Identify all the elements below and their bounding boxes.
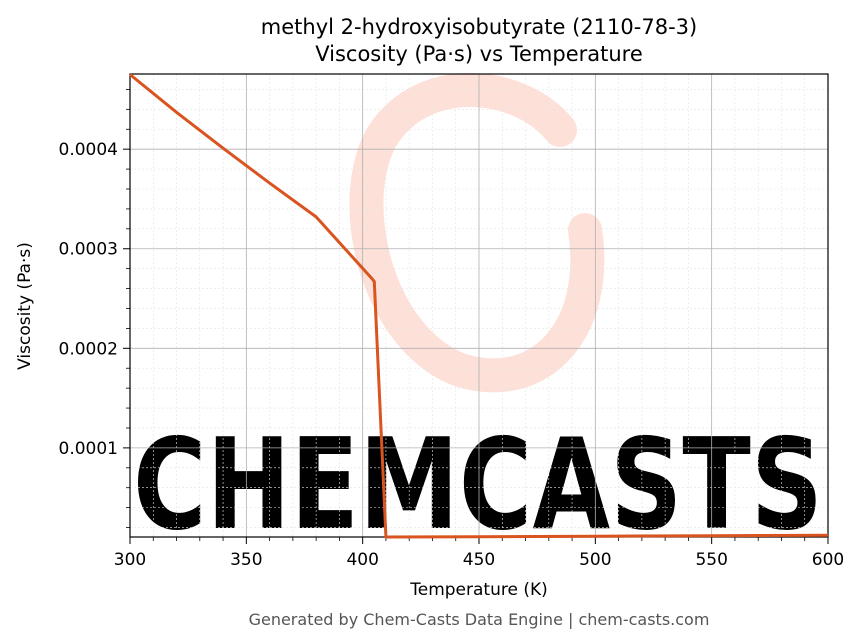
y-tick-label: 0.0001 xyxy=(59,439,118,459)
x-tick-label: 450 xyxy=(463,550,495,570)
grid xyxy=(129,74,829,537)
x-tick-label: 500 xyxy=(579,550,611,570)
footer-credit: Generated by Chem-Casts Data Engine | ch… xyxy=(249,610,710,629)
x-axis-label: Temperature (K) xyxy=(409,580,548,600)
watermark: CHEMCASTS xyxy=(133,73,823,558)
y-tick-label: 0.0002 xyxy=(59,339,118,359)
y-tick-label: 0.0004 xyxy=(59,140,118,160)
x-tick-label: 600 xyxy=(812,550,844,570)
chart-title-line1: methyl 2-hydroxyisobutyrate (2110-78-3) xyxy=(261,15,697,39)
x-tick-label: 400 xyxy=(346,550,378,570)
watermark-text: CHEMCASTS xyxy=(133,411,823,558)
axis-ticks: 300 350 400 450 500 550 600 0.0001 0.0002 0.0003 0… xyxy=(59,89,844,570)
viscosity-series-line xyxy=(129,73,829,539)
y-tick-label: 0.0003 xyxy=(59,240,118,260)
series-layer xyxy=(129,73,829,539)
chart-title-line2: Viscosity (Pa·s) vs Temperature xyxy=(315,42,643,66)
y-axis-label: Viscosity (Pa·s) xyxy=(15,242,35,370)
x-tick-label: 350 xyxy=(230,550,262,570)
watermark-logo-ring xyxy=(349,73,605,393)
x-tick-label: 300 xyxy=(114,550,146,570)
x-tick-label: 550 xyxy=(695,550,727,570)
